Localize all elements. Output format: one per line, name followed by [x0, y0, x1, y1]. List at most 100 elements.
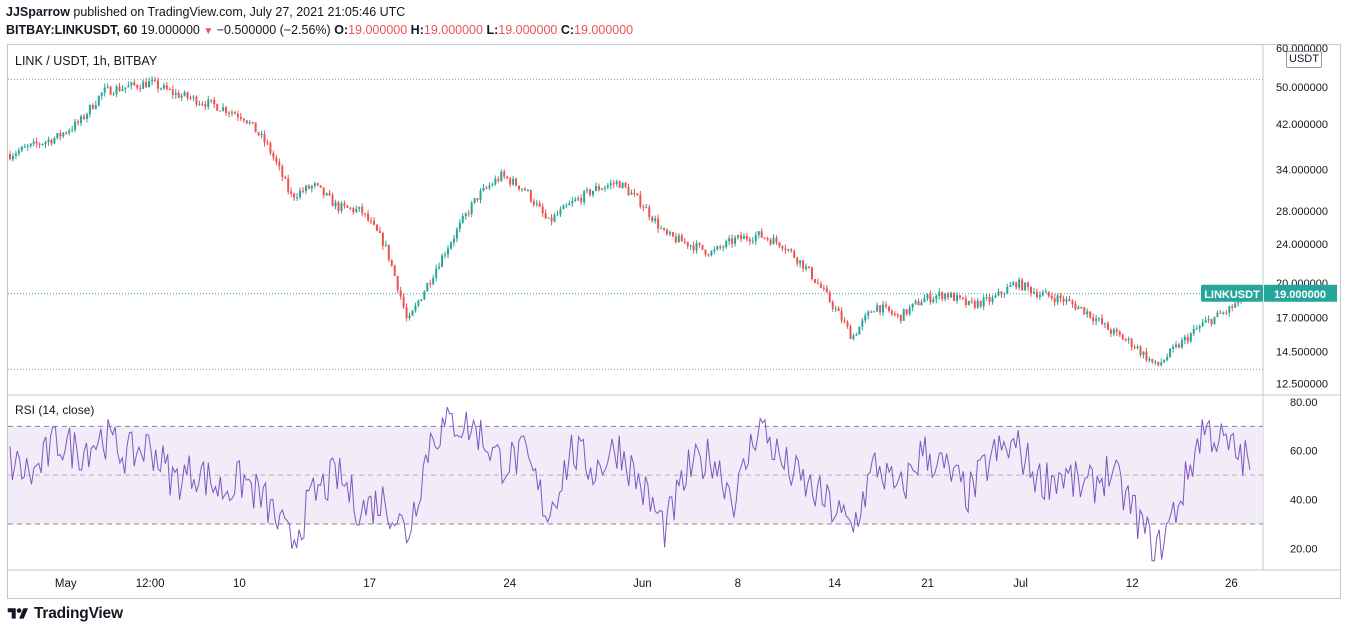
candle-body: [9, 154, 11, 160]
candle-body: [1077, 307, 1080, 310]
candle-body: [452, 238, 455, 243]
candle-body: [923, 298, 926, 303]
candle-body: [574, 199, 577, 201]
candle-body: [532, 201, 535, 205]
tradingview-logo-icon: [7, 608, 28, 619]
candle-body: [1106, 323, 1109, 330]
reference-lines: [8, 78, 1263, 370]
candle-body: [816, 282, 819, 284]
candle-body: [435, 268, 438, 278]
candle-body: [130, 82, 133, 86]
candle-body: [103, 87, 106, 93]
candle-body: [1024, 282, 1027, 291]
price-axis[interactable]: 60.00000050.00000042.00000034.00000028.0…: [1276, 43, 1328, 390]
candle-body: [757, 231, 760, 236]
candle-body: [186, 92, 189, 98]
candle-body: [811, 267, 814, 280]
candle-body: [1210, 319, 1213, 325]
candle-body: [1183, 336, 1186, 341]
candle-body: [17, 150, 20, 154]
candle-body: [917, 301, 920, 306]
candle-body: [1041, 292, 1044, 296]
candle-body: [772, 237, 775, 245]
candle-body: [775, 237, 778, 243]
candle-body: [1098, 318, 1101, 320]
candle-body: [621, 182, 624, 188]
candle-body: [384, 244, 387, 246]
candle-body: [1225, 312, 1228, 314]
candle-body: [254, 122, 257, 133]
time-tick-label: 26: [1225, 578, 1238, 590]
candle-body: [876, 305, 879, 312]
last-price-tag-label: 19.000000: [1274, 289, 1326, 301]
time-tick-label: 21: [921, 578, 934, 590]
candle-body: [1169, 348, 1172, 357]
candle-body: [713, 249, 716, 252]
candle-body: [657, 218, 660, 229]
candle-body: [509, 178, 512, 185]
candle-body: [982, 297, 985, 307]
candle-body: [207, 99, 210, 107]
candle-body: [1189, 333, 1192, 342]
candle-body: [633, 192, 636, 194]
candle-body: [964, 298, 967, 305]
candle-body: [301, 190, 304, 192]
candle-body: [515, 178, 518, 186]
price-tick-label: 17.000000: [1276, 313, 1328, 325]
change-value: −0.500000 (−2.56%): [216, 23, 331, 37]
candle-body: [704, 249, 707, 255]
candle-body: [139, 87, 142, 89]
candle-body: [352, 208, 355, 213]
candle-body: [654, 218, 657, 222]
candle-body: [1166, 356, 1169, 361]
candle-body: [266, 142, 269, 144]
candle-body: [956, 295, 959, 301]
time-tick-label: 17: [363, 578, 376, 590]
candle-body: [65, 132, 68, 134]
candle-body: [831, 301, 834, 309]
low-value: 19.000000: [498, 23, 558, 37]
candle-body: [1118, 331, 1121, 335]
candle-body: [23, 146, 26, 148]
time-axis[interactable]: May 12:00 10 17 24 Jun 8 14 21 Jul 12 26: [55, 578, 1238, 590]
candle-body: [840, 311, 843, 321]
candle-body: [802, 260, 805, 269]
candle-body: [420, 299, 423, 302]
candle-body: [59, 133, 62, 137]
rsi-pane-title: RSI (14, close): [15, 403, 95, 417]
candle-body: [204, 104, 207, 107]
candle-body: [562, 205, 565, 210]
candle-body: [304, 185, 307, 192]
currency-badge[interactable]: USDT: [1286, 51, 1322, 68]
candle-body: [858, 326, 861, 335]
candle-body: [677, 235, 680, 243]
candle-body: [1009, 285, 1012, 287]
rsi-axis[interactable]: 80.00 60.00 40.00 20.00: [1290, 397, 1318, 556]
time-tick-label: 14: [828, 578, 841, 590]
candle-body: [778, 242, 781, 247]
rsi-line: [9, 407, 1251, 562]
candle-body: [970, 300, 973, 302]
time-tick-label: 24: [503, 578, 516, 590]
candle-body: [793, 250, 796, 258]
candle-body: [512, 178, 515, 185]
candle-body: [728, 238, 731, 242]
candle-body: [399, 290, 402, 297]
candle-body: [1018, 279, 1021, 288]
candle-body: [284, 177, 287, 179]
last-value: 19.000000: [140, 23, 200, 37]
candle-body: [1086, 311, 1089, 315]
publisher-name[interactable]: JJSparrow: [6, 5, 70, 19]
candle-body: [85, 114, 88, 119]
candle-body: [112, 94, 115, 96]
candle-body: [1216, 312, 1219, 317]
open-value: 19.000000: [348, 23, 408, 37]
candle-body: [251, 122, 254, 124]
candle-body: [325, 193, 328, 196]
candle-body: [1127, 338, 1130, 340]
candle-body: [497, 178, 500, 181]
candle-body: [976, 300, 979, 308]
candle-body: [1065, 299, 1068, 302]
candle-body: [994, 295, 997, 298]
